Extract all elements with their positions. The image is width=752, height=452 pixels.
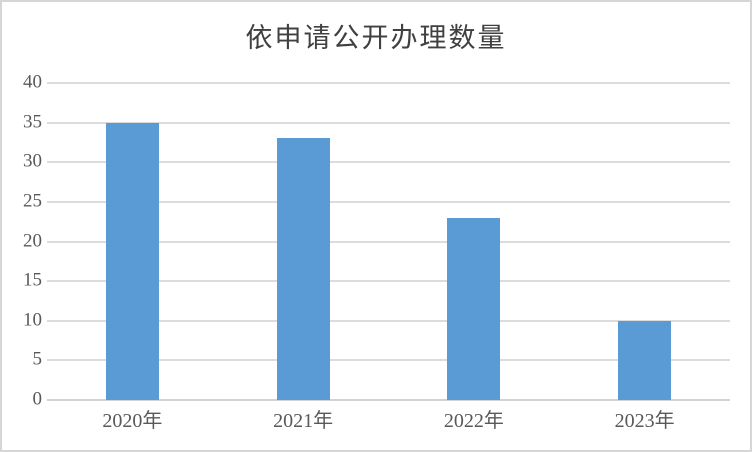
gridline [47, 161, 730, 164]
x-axis-tick-label: 2022年 [443, 410, 504, 432]
gridline [47, 200, 730, 203]
bar-2023年 [618, 320, 672, 400]
y-axis-tick-label: 5 [32, 349, 43, 371]
y-axis-tick-label: 10 [23, 309, 42, 331]
gridline [47, 319, 730, 322]
y-axis-tick-label: 40 [23, 71, 42, 93]
gridline [47, 82, 730, 84]
y-axis-tick-label: 0 [32, 388, 43, 410]
y-axis-tick-label: 35 [23, 111, 42, 133]
y-axis-tick-label: 15 [23, 269, 42, 291]
gridline [47, 280, 730, 283]
y-axis-tick-label: 20 [23, 230, 42, 252]
y-axis-tick-label: 25 [23, 190, 42, 212]
gridline [47, 240, 730, 243]
bar-2020年 [105, 122, 159, 400]
x-axis-tick-label: 2020年 [102, 410, 163, 432]
gridline [47, 359, 730, 362]
bar-2021年 [276, 138, 330, 400]
x-axis-tick-label: 2023年 [614, 410, 675, 432]
gridline [47, 121, 730, 124]
chart-title: 依申请公开办理数量 [245, 23, 507, 53]
x-axis-tick-label: 2021年 [273, 410, 334, 432]
bar-2022年 [447, 217, 501, 400]
y-axis-tick-label: 30 [23, 150, 42, 172]
x-axis-line [47, 399, 730, 401]
